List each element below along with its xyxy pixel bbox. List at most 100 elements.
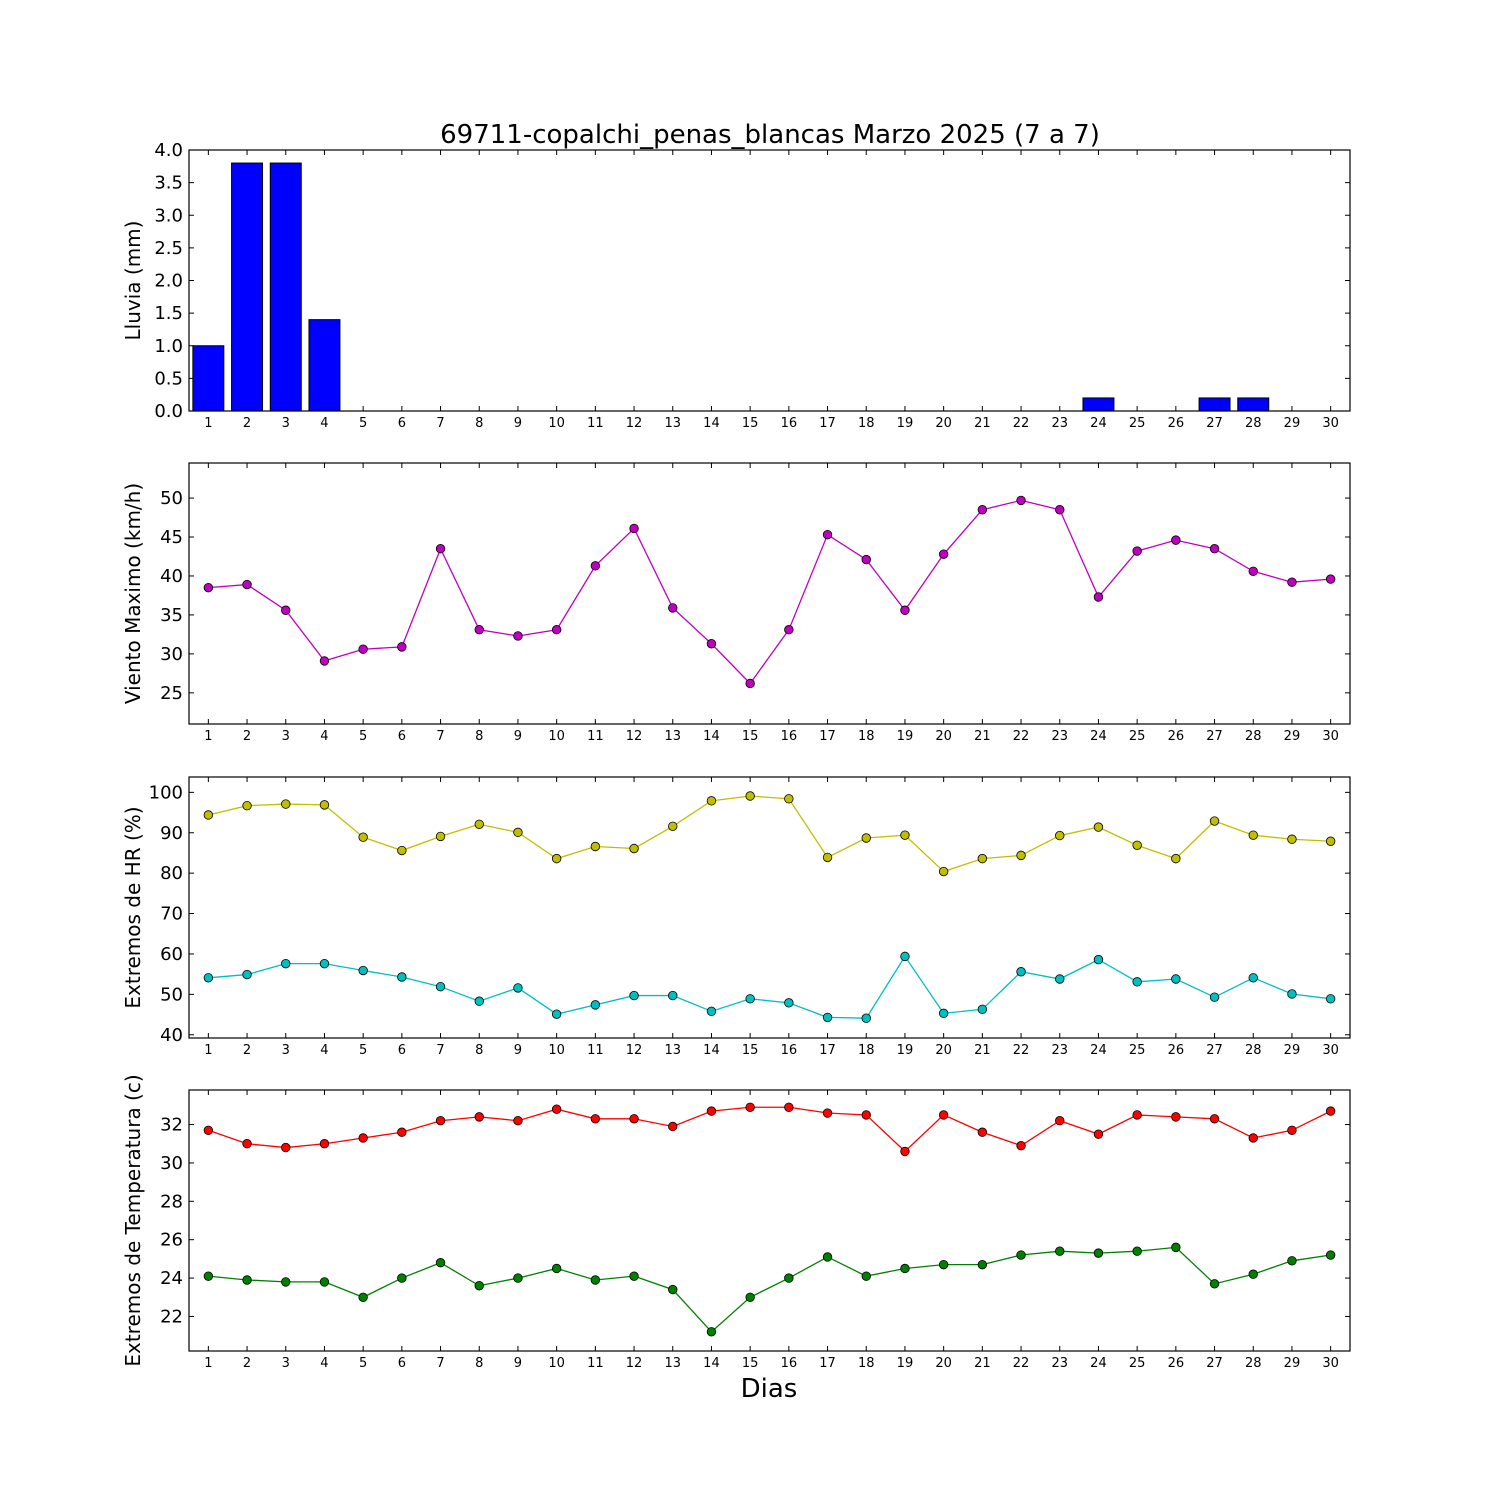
xtick-label: 25 [1129,1356,1146,1371]
data-point [784,1102,794,1112]
xtick-label: 9 [514,729,522,744]
data-point [1287,989,1297,999]
data-point [513,983,523,993]
data-point [900,951,910,962]
data-point [1016,850,1026,861]
series-line [208,499,1331,685]
xtick-label: 16 [781,1043,798,1058]
xtick-label: 22 [1013,729,1030,744]
xtick-label: 8 [475,1356,483,1371]
xtick-label: 12 [626,416,643,431]
xtick-label: 11 [587,1043,604,1058]
xtick-label: 2 [243,1356,251,1371]
xtick-label: 7 [436,1043,444,1058]
xtick-label: 1 [204,416,212,431]
ytick-label: 40 [160,566,183,587]
xtick-label: 5 [359,416,367,431]
ytick-label: 50 [160,984,183,1005]
data-point [1016,1140,1026,1151]
data-point [861,554,871,565]
data-point [977,1004,988,1015]
xtick-label: 25 [1129,1043,1146,1058]
data-point [1093,1129,1104,1139]
data-point [1055,830,1065,841]
data-point [629,1114,639,1124]
xtick-label: 10 [548,1356,565,1371]
data-point [938,549,949,559]
xtick-label: 16 [781,416,798,431]
data-point [513,827,523,838]
data-point [319,800,330,810]
ytick-label: 3.0 [154,205,183,226]
ytick-label: 0.0 [154,401,183,422]
ytick-label: 25 [160,683,183,704]
xtick-label: 15 [742,1043,759,1058]
data-point [1171,1242,1181,1253]
xtick-label: 2 [243,416,251,431]
xtick-label: 8 [475,1043,483,1058]
xtick-label: 23 [1051,729,1068,744]
bar [269,162,302,412]
xtick-label: 22 [1013,1043,1030,1058]
data-point [706,639,717,649]
xtick-label: 15 [742,416,759,431]
data-point [281,799,291,809]
xtick-label: 6 [398,416,406,431]
xtick-label: 28 [1245,729,1262,744]
xtick-label: 30 [1322,416,1339,431]
chart-title: 69711-copalchi_penas_blancas Marzo 2025 … [440,120,1100,150]
axes-frame [188,776,1351,1039]
data-point [938,1008,949,1019]
xtick-label: 3 [282,1356,290,1371]
xtick-label: 26 [1168,416,1185,431]
data-point [977,505,988,515]
ytick-label: 22 [160,1306,183,1327]
data-point [474,625,484,635]
data-point [1209,992,1220,1002]
xtick-label: 21 [974,416,991,431]
ytick-label: 45 [160,527,183,548]
xtick-label: 11 [587,1356,604,1371]
data-point [397,1127,407,1137]
xtick-label: 29 [1284,1043,1301,1058]
data-point [1287,834,1297,844]
data-point [629,1271,639,1281]
xtick-label: 29 [1284,729,1301,744]
data-point [861,1271,871,1281]
ytick-label: 4.0 [154,140,183,161]
xtick-label: 17 [819,1356,836,1371]
xtick-label: 7 [436,416,444,431]
xtick-label: 14 [703,729,720,744]
data-point [977,1127,988,1137]
ytick-label: 2.5 [154,238,183,259]
xtick-label: 12 [626,1356,643,1371]
series-line [208,955,1331,1019]
xtick-label: 1 [204,1043,212,1058]
ytick-label: 60 [160,944,183,965]
xtick-label: 3 [282,1043,290,1058]
bar [1082,397,1115,412]
data-point [1248,830,1258,840]
xtick-label: 17 [819,416,836,431]
xtick-label: 9 [514,1043,522,1058]
xtick-label: 27 [1206,1043,1223,1058]
ytick-label: 1.0 [154,336,183,357]
data-point [822,1252,833,1262]
subplot-panels: 0.00.51.01.52.02.53.03.54.01 2 3 4 5 6 7 8 9 10 11… [121,140,1351,1371]
data-point [822,529,833,540]
xtick-label: 30 [1322,1043,1339,1058]
xtick-label: 4 [320,416,328,431]
data-point [745,678,755,689]
y-axis-label: Extremos de HR (%) [121,806,145,1008]
xtick-label: 12 [626,729,643,744]
data-point [977,1259,988,1270]
data-point [1287,1256,1297,1266]
data-point [1287,577,1297,587]
data-point [203,1125,214,1136]
data-point [1248,1269,1258,1279]
xtick-label: 24 [1090,416,1107,431]
bar [1237,397,1270,412]
